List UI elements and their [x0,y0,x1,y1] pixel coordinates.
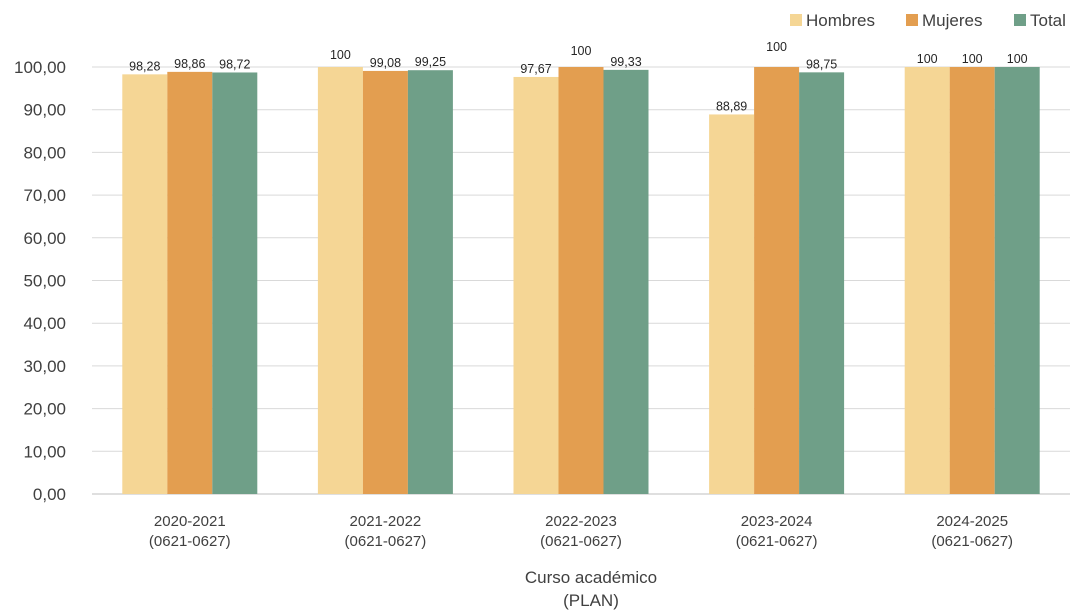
y-tick-label: 100,00 [14,58,66,77]
x-axis-title: (PLAN) [563,591,619,610]
data-label: 99,08 [370,56,401,70]
data-label: 97,67 [520,62,551,76]
legend-label: Mujeres [922,11,982,30]
data-label: 98,86 [174,57,205,71]
bar-mujeres [167,71,213,494]
x-tick-label: 2023-2024 [741,513,813,530]
y-tick-label: 20,00 [23,400,66,419]
legend-swatch-hombres [790,14,802,26]
legend-swatch-mujeres [906,14,918,26]
bar-total [407,70,453,494]
x-tick-label: (0621-0627) [736,533,818,550]
data-label: 100 [962,52,983,66]
bar-mujeres [949,67,995,494]
data-label: 99,25 [415,55,446,69]
bar-mujeres [754,67,800,494]
bar-hombres [122,74,168,495]
data-label: 98,72 [219,57,250,71]
x-tick-label: (0621-0627) [149,533,231,550]
data-label: 100 [917,52,938,66]
bar-hombres [904,67,950,494]
bar-mujeres [362,70,408,494]
legend-label: Total [1030,11,1066,30]
y-tick-label: 0,00 [33,485,66,504]
x-tick-label: 2020-2021 [154,513,226,530]
data-label: 100 [1007,52,1028,66]
bar-total [212,72,258,494]
x-tick-label: (0621-0627) [345,533,427,550]
y-tick-label: 80,00 [23,143,66,162]
bar-hombres [513,76,559,494]
data-label: 88,89 [716,99,747,113]
x-tick-label: 2022-2023 [545,513,617,530]
bar-mujeres [558,67,604,494]
legend-label: Hombres [806,11,875,30]
x-tick-label: 2024-2025 [936,513,1008,530]
bar-total [994,67,1040,494]
x-tick-label: (0621-0627) [931,533,1013,550]
bar-hombres [317,67,363,494]
data-label: 99,33 [610,55,641,69]
data-label: 100 [766,40,787,54]
y-tick-label: 60,00 [23,229,66,248]
x-tick-label: 2021-2022 [350,513,422,530]
y-tick-label: 40,00 [23,314,66,333]
y-tick-label: 70,00 [23,186,66,205]
data-label: 100 [330,48,351,62]
data-label: 98,75 [806,57,837,71]
x-axis-title: Curso académico [525,568,657,587]
bar-hombres [709,114,755,494]
data-label: 98,28 [129,59,160,73]
y-tick-label: 90,00 [23,101,66,120]
y-tick-label: 30,00 [23,357,66,376]
y-tick-label: 10,00 [23,442,66,461]
legend-swatch-total [1014,14,1026,26]
y-tick-label: 50,00 [23,272,66,291]
bar-total [799,72,845,495]
data-label: 100 [571,44,592,58]
bar-total [603,69,649,494]
x-tick-label: (0621-0627) [540,533,622,550]
